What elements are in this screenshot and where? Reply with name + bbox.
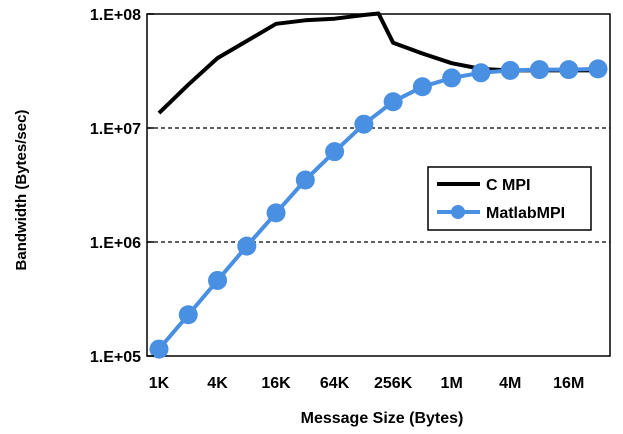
x-tick-label: 1M (441, 375, 463, 392)
x-tick-label: 16M (553, 375, 584, 392)
y-tick-layer: 1.E+05 1.E+06 1.E+07 1.E+08 (90, 7, 154, 366)
data-point (237, 236, 257, 256)
x-tick-label: 4M (499, 375, 521, 392)
legend-label-c-mpi: C MPI (486, 177, 530, 194)
x-tick-label: 4K (207, 375, 228, 392)
x-tick-label: 64K (320, 375, 350, 392)
legend: C MPI MatlabMPI (427, 166, 592, 231)
x-tick-label: 256K (374, 375, 413, 392)
legend-box (427, 166, 592, 231)
x-tick-layer: 1K 4K 16K 64K 256K 1M 4M 16M (149, 375, 585, 392)
data-point (412, 77, 432, 97)
data-point (354, 114, 374, 134)
series-line (157, 66, 599, 351)
series-matlabmpi (149, 59, 608, 359)
y-tick-label: 1.E+08 (90, 7, 141, 24)
data-point (559, 60, 579, 80)
x-tick-label: 1K (149, 375, 170, 392)
data-point (588, 59, 608, 79)
x-tick-label: 16K (261, 375, 291, 392)
y-tick-label: 1.E+07 (90, 121, 141, 138)
data-point (529, 60, 549, 80)
data-point (442, 68, 462, 88)
data-point (208, 270, 228, 290)
data-point (266, 203, 286, 223)
data-point (178, 305, 198, 325)
data-point (500, 60, 520, 80)
series-layer (149, 11, 608, 359)
series-c-mpi (157, 11, 598, 115)
y-tick-label: 1.E+05 (90, 349, 141, 366)
data-point (383, 92, 403, 112)
legend-marker-matlabmpi (451, 205, 465, 219)
data-point (325, 142, 345, 162)
series-line (157, 11, 598, 115)
legend-label-matlabmpi: MatlabMPI (486, 205, 565, 222)
y-axis-title: Bandwidth (Bytes/sec) (13, 110, 30, 271)
data-point (149, 339, 169, 359)
y-tick-label: 1.E+06 (90, 235, 141, 252)
x-axis-title: Message Size (Bytes) (301, 410, 464, 427)
grid-layer (147, 127, 610, 243)
data-point (295, 170, 315, 190)
data-point (471, 63, 491, 83)
